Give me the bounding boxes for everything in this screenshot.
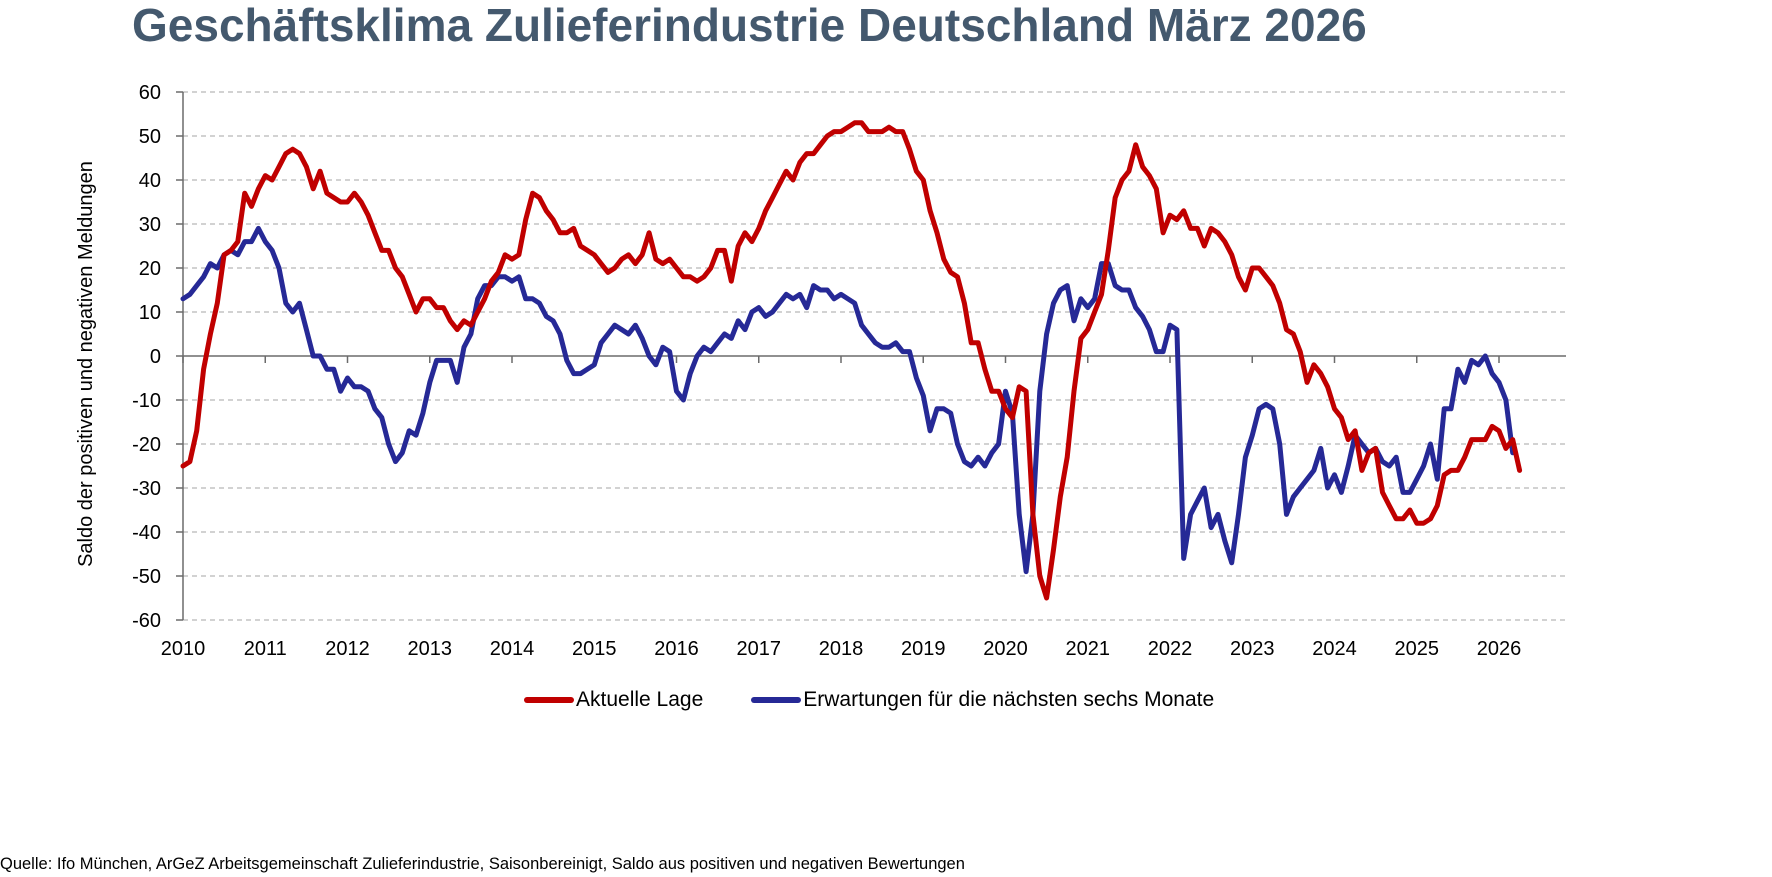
x-tick-label: 2012 bbox=[325, 638, 370, 660]
y-tick-label: -60 bbox=[132, 610, 161, 632]
x-tick-label: 2019 bbox=[901, 638, 946, 660]
y-tick-label: 10 bbox=[139, 302, 161, 324]
source-note: Quelle: Ifo München, ArGeZ Arbeitsgemein… bbox=[0, 855, 965, 873]
legend-swatch-red bbox=[524, 697, 574, 703]
x-tick-label: 2021 bbox=[1066, 638, 1111, 660]
chart-title: Geschäftsklima Zulieferindustrie Deutsch… bbox=[132, 0, 1367, 51]
x-tick-label: 2023 bbox=[1230, 638, 1275, 660]
x-tick-label: 2024 bbox=[1312, 638, 1357, 660]
legend-swatch-blue bbox=[751, 697, 802, 703]
y-tick-label: 0 bbox=[150, 346, 161, 368]
y-tick-label: -50 bbox=[132, 566, 161, 588]
y-axis-label: Saldo der positiven und negativen Meldun… bbox=[75, 161, 97, 567]
legend-item-aktuelle-lage[interactable]: Aktuelle Lage bbox=[524, 688, 703, 712]
legend-label: Erwartungen für die nächsten sechs Monat… bbox=[803, 688, 1215, 711]
x-tick-label: 2025 bbox=[1395, 638, 1440, 660]
x-tick-label: 2011 bbox=[244, 638, 287, 660]
y-tick-label: 30 bbox=[139, 214, 161, 236]
y-tick-label: 50 bbox=[139, 126, 161, 148]
x-tick-label: 2026 bbox=[1477, 638, 1522, 660]
x-tick-label: 2016 bbox=[654, 638, 699, 660]
legend-label: Aktuelle Lage bbox=[576, 688, 704, 711]
legend-item-erwartungen[interactable]: Erwartungen für die nächsten sechs Monat… bbox=[751, 688, 1214, 712]
series-line-aktuelle-lage bbox=[180, 120, 1523, 601]
y-tick-label: -40 bbox=[132, 522, 161, 544]
x-tick-label: 2018 bbox=[819, 638, 864, 660]
y-tick-label: -10 bbox=[132, 390, 161, 412]
x-tick-label: 2020 bbox=[983, 638, 1028, 660]
gridlines bbox=[183, 91, 1566, 621]
y-axis-ticks: 60 50 40 30 20 10 0 -10 -20 -30 -40 -50 -60 bbox=[132, 82, 183, 632]
x-tick-label: 2022 bbox=[1148, 638, 1193, 660]
series-line-erwartungen bbox=[180, 225, 1516, 575]
y-tick-label: -30 bbox=[132, 478, 161, 500]
x-tick-label: 2013 bbox=[408, 638, 453, 660]
x-tick-label: 2010 bbox=[161, 638, 206, 660]
series-lines bbox=[180, 120, 1523, 601]
x-tick-label: 2015 bbox=[572, 638, 617, 660]
x-tick-label: 2017 bbox=[737, 638, 782, 660]
x-axis-ticks: 2010 2011 2012 2013 2014 2015 2016 2017 2018 2019… bbox=[161, 356, 1522, 660]
legend: Aktuelle Lage Erwartungen für die nächst… bbox=[524, 688, 1262, 712]
y-tick-label: 40 bbox=[139, 170, 161, 192]
y-tick-label: -20 bbox=[132, 434, 161, 456]
x-tick-label: 2014 bbox=[490, 638, 535, 660]
y-tick-label: 60 bbox=[139, 82, 161, 104]
y-tick-label: 20 bbox=[139, 258, 161, 280]
